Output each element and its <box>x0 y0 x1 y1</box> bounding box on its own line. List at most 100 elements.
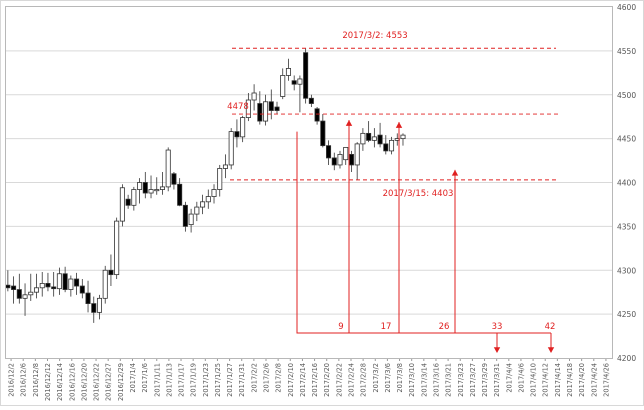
x-tick-label: 2017/3/2 <box>372 363 380 393</box>
candle-body-up <box>165 149 171 188</box>
high-line-label: 2017/3/2: 4553 <box>342 31 407 41</box>
count-label: 9 <box>338 322 343 332</box>
x-tick-label: 2017/1/11 <box>153 363 161 397</box>
candle-body-up <box>22 294 28 299</box>
y-tick-label: 4600 <box>617 3 636 12</box>
candle-body-up <box>68 278 74 290</box>
candle-body-down <box>314 108 320 122</box>
candle-body-down <box>16 289 22 299</box>
candle-body-down <box>383 143 389 152</box>
count-label: 33 <box>492 322 503 332</box>
candle-body-down <box>257 103 263 122</box>
plot-area-border <box>5 6 613 359</box>
low-line-label: 2017/3/15: 4403 <box>383 189 454 199</box>
y-tick-label: 4350 <box>617 222 636 231</box>
x-tick-label: 2016/12/27 <box>105 363 113 401</box>
y-tick-label: 4250 <box>617 310 636 319</box>
y-tick-label: 4550 <box>617 47 636 56</box>
candle-body-up <box>360 132 366 145</box>
arrow-head <box>345 120 353 126</box>
candle-body-up <box>285 68 291 76</box>
candle-body-up <box>354 143 360 166</box>
candle-body-down <box>62 273 68 290</box>
x-tick-label: 2016/12/2 <box>8 363 16 397</box>
arrow-head <box>493 347 501 353</box>
candle-body-down <box>11 285 17 290</box>
x-tick-label: 2017/3/14 <box>420 363 428 397</box>
candle-body-down <box>74 278 80 287</box>
candle-body-up <box>371 136 377 141</box>
arrow-head <box>451 169 459 176</box>
x-tick-label: 2016/12/14 <box>56 363 64 401</box>
x-tick-label: 2017/1/17 <box>178 363 186 397</box>
candle-body-up <box>114 220 120 276</box>
x-tick-label: 2017/3/6 <box>384 363 392 393</box>
y-tick-label: 4300 <box>617 266 636 275</box>
candle-body-up <box>263 101 269 122</box>
candle-body-down <box>45 283 51 288</box>
mid-line-label: 4478 <box>227 102 249 112</box>
x-tick-label: 2017/3/8 <box>396 363 404 393</box>
candle-body-up <box>28 291 34 296</box>
x-axis: 2016/12/2 2016/12/6 2016/12/8 2016/12/12 201… <box>8 358 610 401</box>
count-label: 26 <box>439 322 450 332</box>
candle-body-down <box>85 292 91 304</box>
x-tick-label: 2017/2/24 <box>347 363 355 397</box>
x-tick-label: 2016/12/8 <box>32 363 40 397</box>
candle-body-up <box>200 201 206 208</box>
count-baseline <box>296 131 551 334</box>
candle-body-up <box>194 206 200 215</box>
x-tick-label: 2016/12/22 <box>93 363 101 401</box>
candles <box>5 48 406 323</box>
x-tick-label: 2017/2/6 <box>263 363 271 393</box>
candle-body-down <box>108 269 114 276</box>
candle-body-up <box>217 168 223 190</box>
candle-body-up <box>297 78 303 85</box>
candle-body-up <box>228 131 234 166</box>
candle-body-up <box>119 187 125 222</box>
candle-body-up <box>154 189 160 192</box>
x-tick-label: 2016/12/6 <box>20 363 28 397</box>
candle-body-up <box>240 117 246 138</box>
candle-body-down <box>142 182 148 194</box>
x-tick-label: 2017/3/23 <box>457 363 465 397</box>
candle-body-up <box>389 139 395 152</box>
x-tick-label: 2017/2/2 <box>250 363 258 393</box>
candle-body-up <box>222 164 228 169</box>
candle-body-down <box>377 134 383 145</box>
x-tick-label: 2017/3/21 <box>445 363 453 397</box>
candle-body-down <box>331 157 337 166</box>
x-tick-label: 2016/12/12 <box>44 363 52 401</box>
candle-body-up <box>39 283 45 289</box>
candle-body-up <box>159 186 165 190</box>
x-tick-label: 2017/1/27 <box>226 363 234 397</box>
x-tick-label: 2017/4/24 <box>590 363 598 397</box>
x-tick-label: 2017/1/13 <box>165 363 173 397</box>
candle-body-down <box>291 80 297 85</box>
x-tick-label: 2017/2/14 <box>299 363 307 397</box>
candle-body-up <box>400 134 406 140</box>
x-tick-label: 2017/2/10 <box>287 363 295 397</box>
x-tick-label: 2017/1/6 <box>141 363 149 393</box>
x-tick-label: 2017/4/20 <box>578 363 586 397</box>
candle-body-up <box>337 154 343 166</box>
y-tick-label: 4500 <box>617 91 636 100</box>
x-tick-label: 2017/4/14 <box>554 363 562 397</box>
candle-body-down <box>171 173 177 185</box>
x-tick-label: 2016/12/16 <box>68 363 76 401</box>
candle-body-up <box>343 146 349 161</box>
candle-body-down <box>274 106 280 111</box>
candle-body-down <box>348 154 354 166</box>
x-tick-label: 2017/3/27 <box>469 363 477 397</box>
y-axis: 4200 4250 4300 4350 4400 4450 4500 4550 4600 <box>617 3 636 363</box>
x-tick-label: 2017/1/25 <box>214 363 222 397</box>
candle-body-down <box>234 131 240 138</box>
candle-body-down <box>366 132 372 141</box>
candle-body-up <box>137 182 143 190</box>
candle-body-down <box>303 52 309 99</box>
candle-body-down <box>177 183 183 206</box>
count-label: 17 <box>381 322 392 332</box>
x-tick-label: 2017/4/6 <box>517 363 525 393</box>
x-tick-label: 2017/1/23 <box>202 363 210 397</box>
